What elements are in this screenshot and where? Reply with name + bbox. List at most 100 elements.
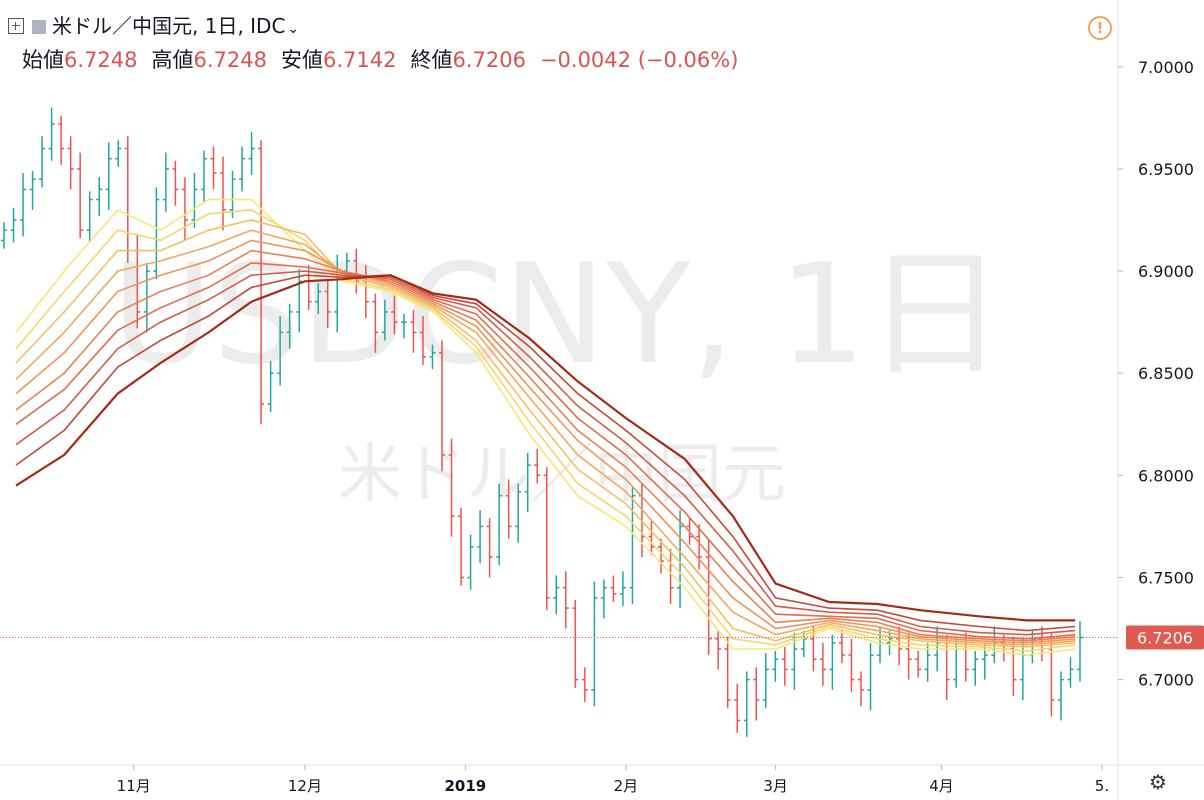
price-bar [400,313,407,339]
price-bar [172,160,179,206]
price-bar [391,295,398,335]
price-bar [524,452,531,513]
price-bar [48,107,55,161]
price-bar [753,667,760,721]
price-bar [353,248,360,294]
price-bar [610,575,617,602]
x-tick-label: 12月 [288,777,322,795]
x-tick-label: 3月 [763,777,788,795]
price-bar [543,467,550,611]
price-bar [86,191,93,243]
open-value: 6.7248 [64,48,138,72]
price-bar [248,132,255,176]
ma-line [15,270,1076,636]
price-bar [162,152,169,212]
price-bar [67,136,74,190]
price-bar [1019,638,1026,701]
y-tick-label: 6.7000 [1138,671,1194,690]
ma-line [15,274,1076,622]
price-bar [1057,671,1064,721]
price-bar [277,316,284,386]
price-bar [419,316,426,366]
watermark-symbol: USDCNY, 1日 [112,234,1004,395]
price-bar [781,646,788,686]
last-price-badge [1126,625,1204,650]
high-label: 高値 [151,48,194,72]
price-bar [972,651,979,686]
price-bar [600,579,607,619]
price-bar [581,667,588,703]
low-label: 安値 [280,48,323,72]
price-bar [153,187,160,280]
plus-square-icon[interactable] [8,18,24,34]
price-bar [115,140,122,167]
ma-line [15,229,1076,646]
x-tick-label: 4月 [929,777,954,795]
price-bar [429,344,436,370]
y-tick-label: 6.8500 [1138,364,1194,383]
x-tick-label: 2019 [445,777,487,795]
price-bar [258,140,265,425]
y-tick-label: 7.0000 [1138,58,1194,77]
ma-line [15,239,1076,644]
price-bar [410,309,417,353]
price-bar [229,170,236,218]
price-bar [553,575,560,615]
price-bar [381,299,388,341]
price-bar [572,599,579,688]
ma-line [15,208,1076,652]
price-bar [696,524,703,570]
price-bar [458,508,465,586]
price-bar [886,630,893,656]
price-bar [10,207,17,243]
y-tick-label: 6.8000 [1138,466,1194,485]
price-bar [562,571,569,629]
x-tick-label: 2月 [614,777,639,795]
price-bar [515,483,522,543]
price-bar [39,136,46,188]
price-bar [619,571,626,607]
price-bar [220,156,227,231]
price-bar [315,283,322,314]
y-tick-label: 6.9500 [1138,160,1194,179]
price-bar [591,581,598,707]
ma-line [15,198,1076,656]
price-bar [762,653,769,709]
price-bar [486,518,493,578]
chevron-down-icon[interactable]: ⌄ [287,21,300,37]
price-bar [286,303,293,349]
price-bar [324,279,331,329]
price-bar [848,638,855,692]
price-bar [1067,657,1074,688]
low-value: 6.7142 [322,48,397,72]
close-value: 6.7206 [452,48,526,72]
price-bar [296,269,303,333]
price-bar [77,152,84,239]
price-bar [534,448,541,484]
price-bar [724,636,731,709]
symbol-header[interactable]: 米ドル／中国元, 1日, IDC ⌄ [8,10,299,39]
alert-icon[interactable]: ! [1088,16,1112,40]
ma-line [15,262,1076,640]
price-bar [1,222,7,249]
gear-icon[interactable]: ⚙ [1149,770,1167,794]
price-bar [200,150,207,202]
price-bar [210,146,217,190]
price-bar [667,548,674,605]
price-bar [829,634,836,690]
price-bar [96,177,103,216]
high-value: 6.7248 [193,48,267,72]
price-bar [677,510,684,609]
last-price-label: 6.7206 [1137,629,1193,648]
price-bar [743,671,750,737]
x-tick-label: 11月 [117,777,151,795]
symbol-title[interactable]: 米ドル／中国元, 1日, IDC [52,14,286,38]
price-bar [448,438,455,537]
price-bar [191,173,198,229]
price-bar [648,520,655,556]
y-tick-label: 6.9000 [1138,262,1194,281]
ma-ribbon [15,198,1076,656]
price-bar [477,510,484,564]
price-bar [1077,621,1083,682]
